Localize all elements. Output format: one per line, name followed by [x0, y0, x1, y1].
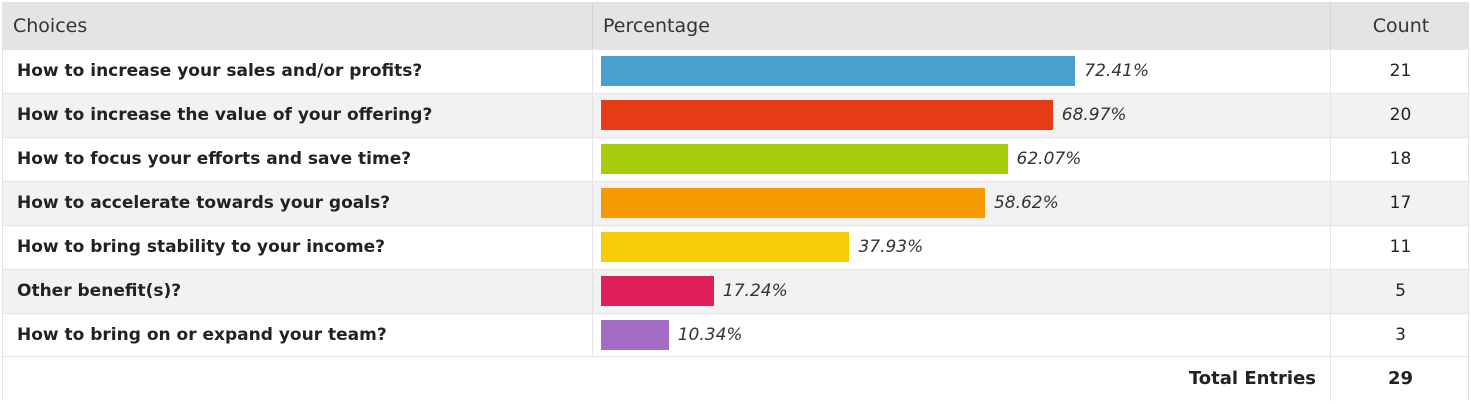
table-row: How to focus your efforts and save time?… — [3, 137, 1468, 181]
percentage-cell: 62.07% — [592, 138, 1330, 181]
percentage-cell: 10.34% — [592, 314, 1330, 357]
percentage-label: 17.24% — [722, 281, 788, 301]
choice-label: How to increase the value of your offeri… — [17, 105, 433, 125]
choice-label: How to increase your sales and/or profit… — [17, 61, 423, 81]
choice-label: Other benefit(s)? — [17, 281, 182, 301]
header-percentage: Percentage — [592, 3, 1330, 49]
choice-label: How to bring on or expand your team? — [17, 325, 387, 345]
total-entries-value: 29 — [1330, 357, 1470, 401]
percentage-bar — [601, 276, 714, 306]
percentage-label: 37.93% — [858, 237, 924, 257]
table-row: How to increase your sales and/or profit… — [3, 49, 1468, 93]
percentage-bar — [601, 188, 985, 218]
choice-label: How to focus your efforts and save time? — [17, 149, 412, 169]
percentage-label: 62.07% — [1016, 149, 1082, 169]
header-count: Count — [1330, 3, 1471, 49]
percentage-bar — [601, 320, 669, 350]
percentage-bar — [601, 56, 1076, 86]
percentage-cell: 58.62% — [592, 182, 1330, 225]
count-value: 21 — [1330, 50, 1470, 93]
percentage-cell: 37.93% — [592, 226, 1330, 269]
count-value: 18 — [1330, 138, 1470, 181]
table-row: How to increase the value of your offeri… — [3, 93, 1468, 137]
table-row: How to accelerate towards your goals? 58.… — [3, 181, 1468, 225]
percentage-cell: 68.97% — [592, 94, 1330, 137]
percentage-bar — [601, 100, 1053, 130]
percentage-label: 72.41% — [1084, 61, 1150, 81]
count-value: 11 — [1330, 226, 1470, 269]
percentage-cell: 17.24% — [592, 270, 1330, 313]
choice-label: How to bring stability to your income? — [17, 237, 385, 257]
percentage-bar — [601, 232, 850, 262]
percentage-cell: 72.41% — [592, 50, 1330, 93]
count-value: 5 — [1330, 270, 1470, 313]
table-row: How to bring on or expand your team? 10.3… — [3, 313, 1468, 357]
table-row: How to bring stability to your income? 37… — [3, 225, 1468, 269]
count-value: 20 — [1330, 94, 1470, 137]
choice-label: How to accelerate towards your goals? — [17, 193, 391, 213]
percentage-label: 58.62% — [993, 193, 1059, 213]
percentage-bar — [601, 144, 1008, 174]
total-entries-label: Total Entries — [1188, 368, 1316, 389]
percentage-label: 68.97% — [1061, 105, 1127, 125]
header-choices: Choices — [13, 15, 88, 37]
total-row: Total Entries 29 — [3, 356, 1470, 401]
table-row: Other benefit(s)? 17.24% 5 — [3, 269, 1468, 313]
count-value: 17 — [1330, 182, 1470, 225]
count-value: 3 — [1330, 314, 1470, 357]
percentage-label: 10.34% — [677, 325, 743, 345]
table-header: Choices Percentage Count — [3, 3, 1468, 49]
